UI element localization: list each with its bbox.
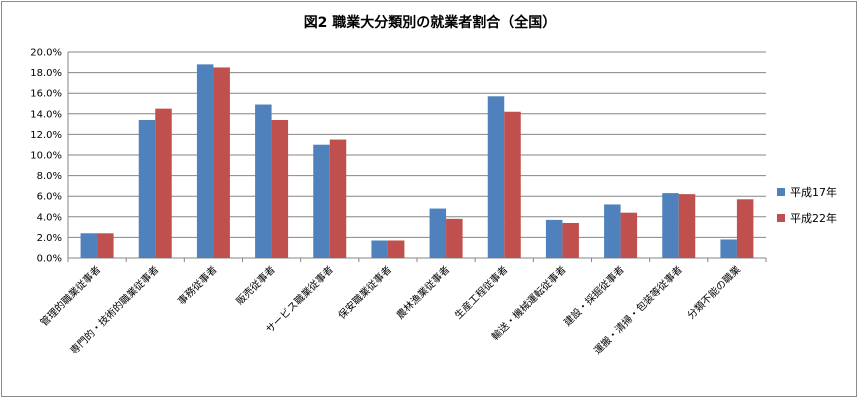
y-tick-label: 4.0% (37, 212, 62, 223)
legend-swatch (777, 214, 785, 222)
y-tick-label: 6.0% (37, 192, 62, 203)
category-label: 管理的職業従事者 (37, 263, 103, 329)
legend-swatch (777, 188, 785, 196)
bar-h22 (329, 139, 347, 258)
y-tick-label: 2.0% (37, 233, 62, 244)
bar-h22 (736, 199, 754, 258)
chart-title: 図2 職業大分類別の就業者割合（全国） (303, 15, 557, 31)
bar-h17 (138, 119, 156, 258)
category-label: 販売従事者 (233, 263, 278, 308)
category-label: 建設・採掘従事者 (561, 263, 627, 329)
legend-label: 平成17年 (790, 185, 837, 199)
bar-h17 (720, 239, 737, 258)
bar-h22 (387, 240, 405, 258)
bar-h17 (313, 144, 330, 258)
legend-label: 平成22年 (790, 211, 837, 225)
category-label: 分類不能の職業 (684, 263, 743, 322)
category-label: 農林漁業従事者 (394, 263, 453, 322)
bar-h22 (155, 108, 172, 259)
bar-h17 (429, 208, 447, 258)
bar-h22 (97, 233, 114, 258)
bar-h17 (371, 240, 388, 258)
bar-h22 (446, 218, 463, 258)
bar-h17 (662, 193, 679, 258)
bar-h22 (271, 119, 289, 258)
bar-h22 (620, 212, 638, 258)
bar-h17 (196, 64, 214, 258)
bar-h22 (213, 67, 230, 258)
bar-h22 (504, 111, 521, 259)
y-tick-label: 10.0% (30, 151, 62, 162)
bar-h17 (487, 96, 505, 258)
bar-h17 (255, 104, 272, 258)
y-tick-label: 12.0% (30, 130, 62, 141)
bar-h17 (80, 233, 98, 258)
y-tick-label: 20.0% (30, 48, 62, 59)
bar-h17 (545, 219, 563, 258)
y-tick-label: 0.0% (37, 254, 62, 265)
bar-h22 (678, 194, 696, 258)
bar-h17 (604, 204, 621, 258)
category-label: 生産工程従事者 (452, 263, 511, 322)
category-label: 保安職業従事者 (335, 263, 394, 322)
bar-h22 (562, 222, 579, 258)
y-tick-label: 14.0% (30, 109, 62, 120)
y-tick-label: 8.0% (37, 171, 62, 182)
category-label: 事務従事者 (175, 263, 220, 308)
y-tick-label: 18.0% (30, 68, 62, 79)
y-tick-label: 16.0% (30, 89, 62, 100)
